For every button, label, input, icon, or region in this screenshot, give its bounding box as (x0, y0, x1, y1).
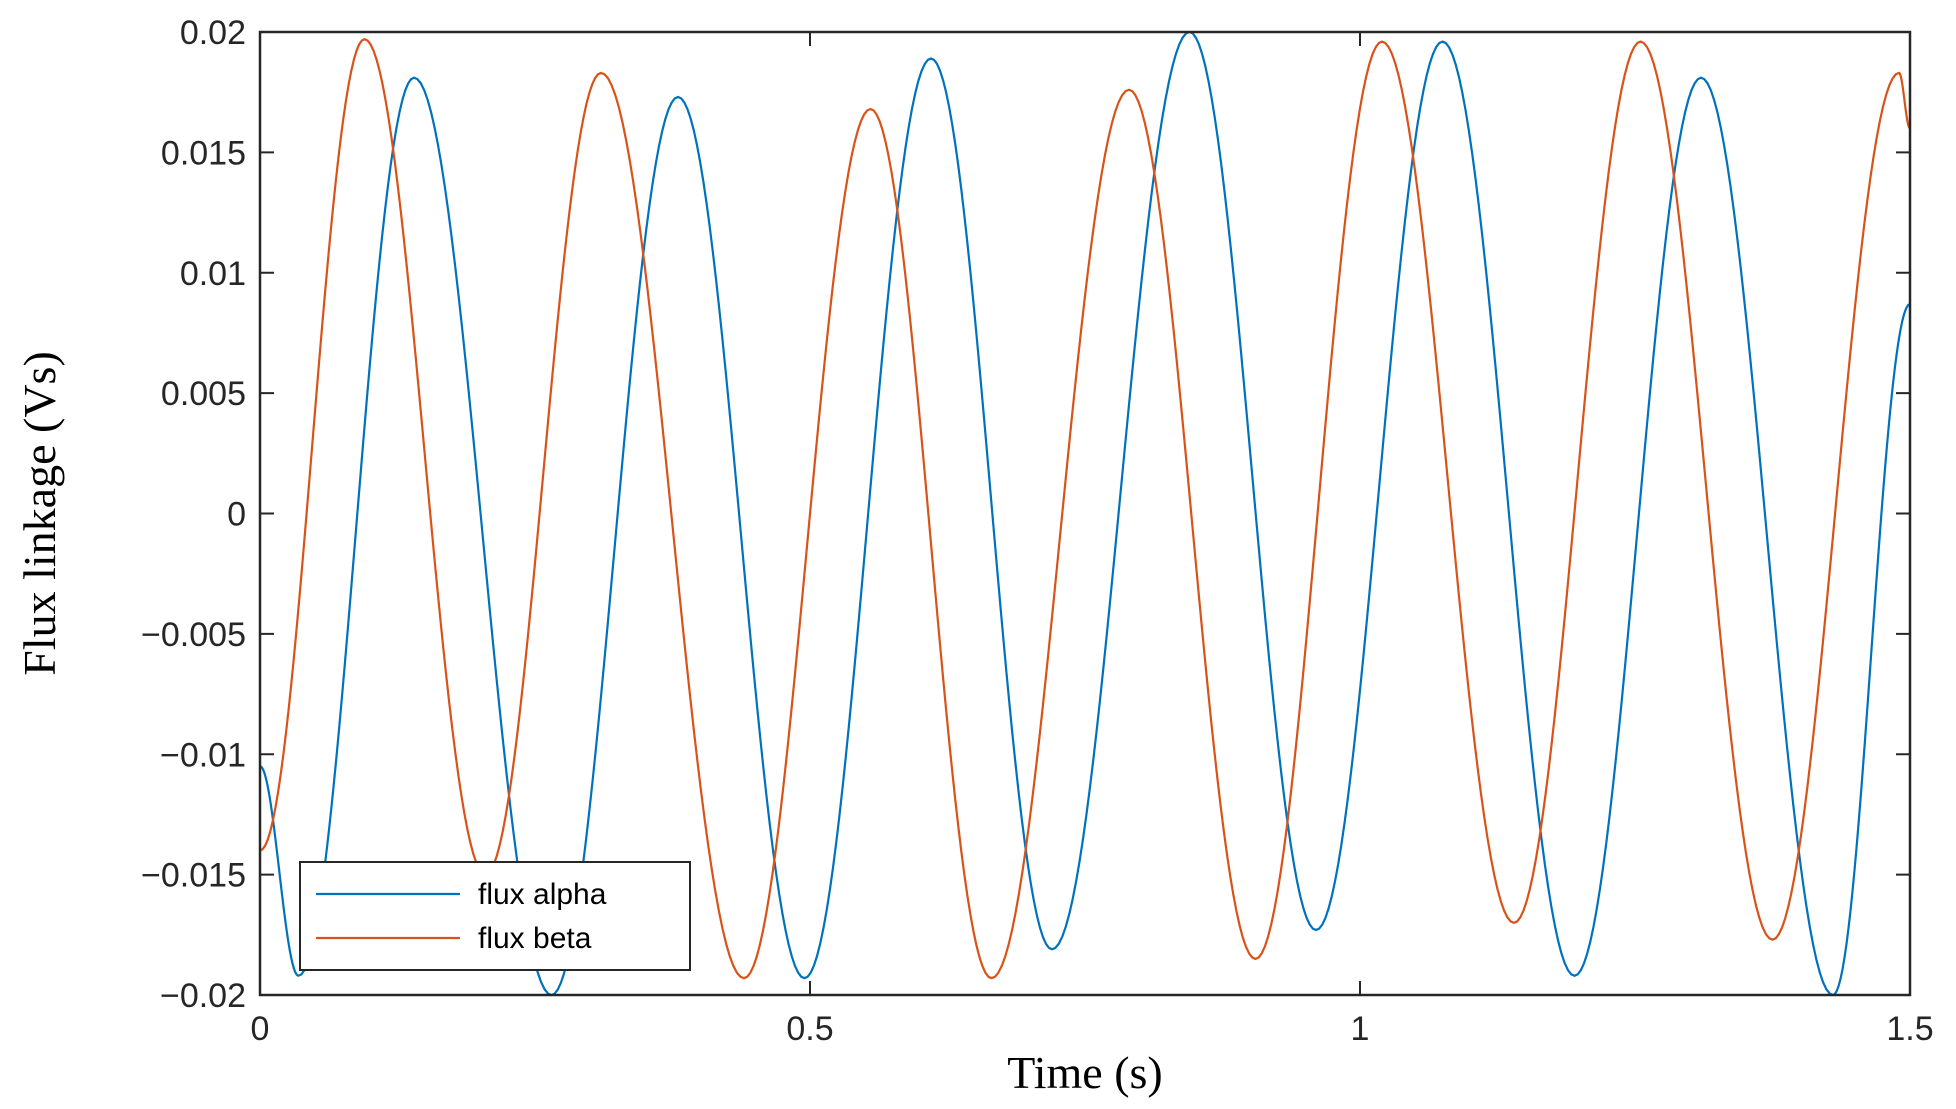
series-layer (259, 30, 1911, 997)
y-tick-label: −0.02 (160, 977, 246, 1015)
y-tick-label: −0.005 (141, 616, 246, 654)
y-tick-label: 0.02 (180, 14, 246, 52)
plot-area-box (258, 30, 1912, 997)
x-axis-label: Time (s) (1007, 1047, 1163, 1098)
legend: flux alpha flux beta (299, 861, 691, 971)
y-tick-label: 0.01 (180, 255, 246, 293)
y-tick-label: 0.005 (161, 375, 246, 413)
x-tick-label: 1.5 (1886, 1010, 1933, 1048)
ticks-layer: 0 0.5 1 1.5 0.02 0.015 0.01 0.005 0 −0.005 −0.01 −0… (141, 14, 1934, 1048)
y-tick-label: 0 (227, 496, 246, 534)
y-tick-label: 0.015 (161, 134, 246, 172)
legend-box (299, 861, 691, 971)
y-tick-label: −0.015 (141, 857, 246, 895)
y-tick-label: −0.01 (160, 736, 246, 774)
x-tick-label: 0.5 (786, 1010, 833, 1048)
series-line-flux-beta (259, 38, 1911, 980)
legend-entry-label: flux beta (478, 922, 592, 955)
legend-entry-label: flux alpha (478, 878, 607, 911)
y-axis-label: Flux linkage (Vs) (14, 351, 65, 676)
series-line-flux-alpha (259, 30, 1911, 997)
x-tick-label: 1 (1351, 1010, 1370, 1048)
x-tick-label: 0 (251, 1010, 270, 1048)
